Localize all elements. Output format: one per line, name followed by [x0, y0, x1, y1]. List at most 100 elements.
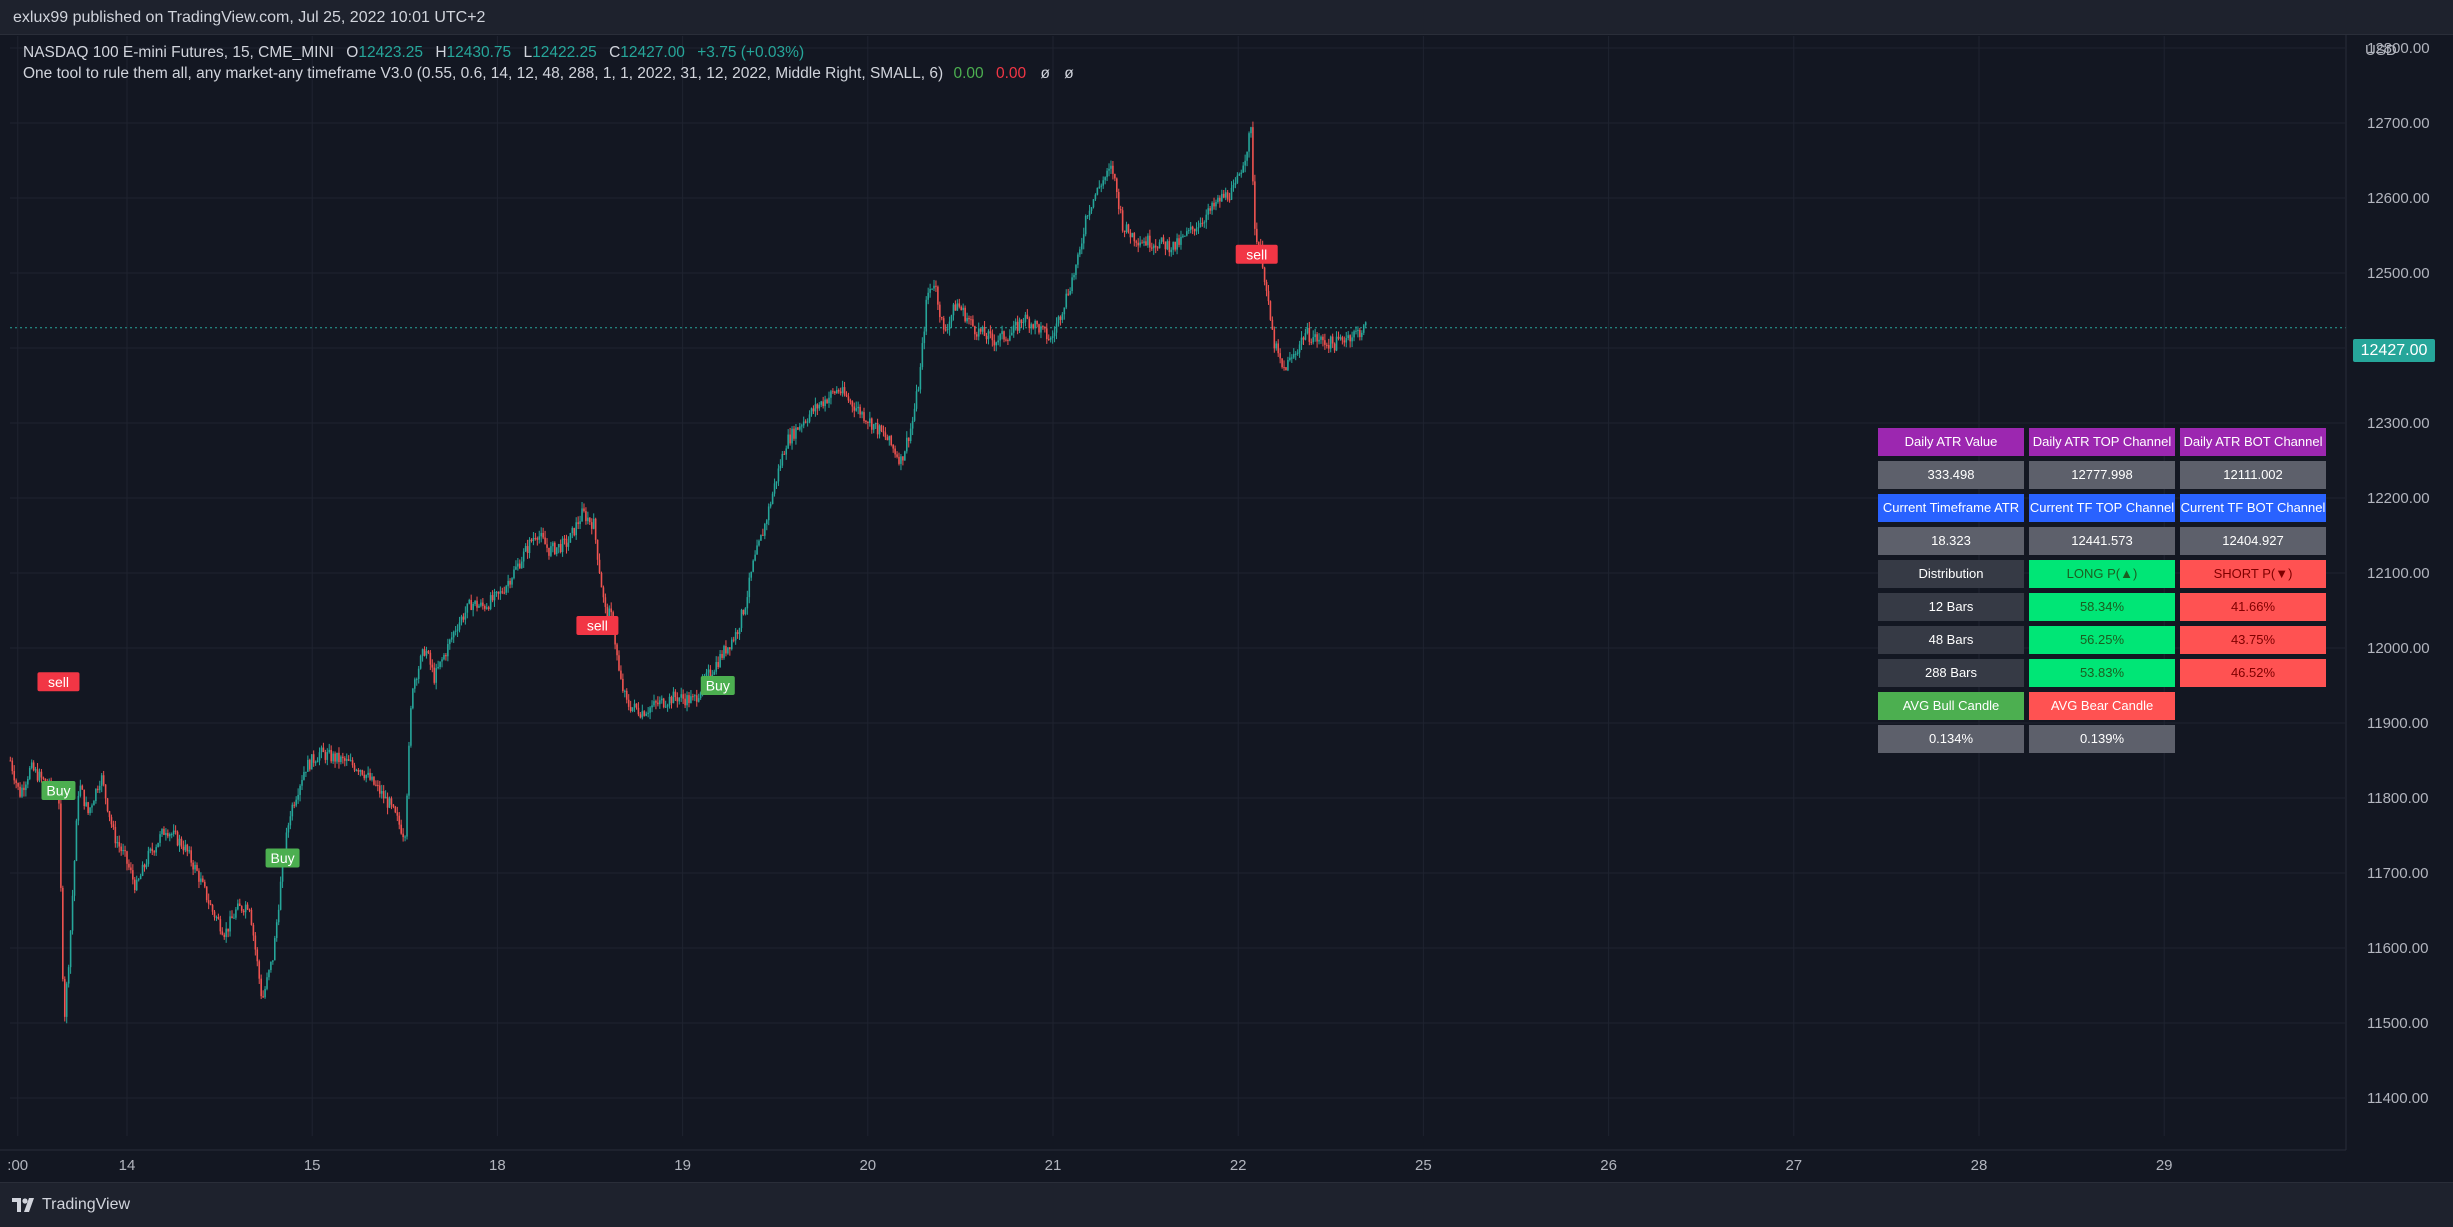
candle-body	[664, 706, 667, 708]
candle-body	[1184, 235, 1186, 237]
candle-body	[69, 930, 72, 968]
candle-body	[520, 561, 523, 569]
candle-body	[1361, 332, 1363, 338]
time-tick-label: 14	[119, 1157, 136, 1174]
time-tick-label: 21	[1045, 1157, 1062, 1174]
candle-body	[200, 878, 202, 882]
candle-body	[484, 605, 486, 609]
table-cell: Current Timeframe ATR	[1878, 494, 2024, 522]
candle-body	[565, 538, 568, 547]
candle-body	[964, 307, 966, 322]
candle-body	[676, 697, 679, 702]
candle-body	[293, 804, 296, 806]
symbol-title[interactable]: NASDAQ 100 E-mini Futures, 15, CME_MINI	[23, 44, 334, 61]
candle-body	[182, 846, 185, 851]
candle-body	[678, 697, 681, 702]
candle-body	[1086, 215, 1089, 217]
table-cell: AVG Bear Candle	[2029, 692, 2175, 720]
candle-body	[777, 468, 780, 482]
tradingview-logo-icon[interactable]	[12, 1196, 38, 1214]
candle-body	[598, 559, 601, 573]
candle-body	[326, 752, 329, 760]
price-axis[interactable]: 12800.0012700.0012600.0012500.0012400.00…	[2345, 34, 2430, 1150]
candle-body	[1129, 232, 1132, 238]
candle-body	[746, 597, 749, 609]
candle-body	[1020, 319, 1023, 323]
candle-body	[485, 607, 488, 609]
candle-body	[645, 713, 648, 716]
candle-body	[147, 850, 150, 865]
candle-body	[657, 702, 659, 705]
footer-brand[interactable]: TradingView	[42, 1196, 131, 1213]
candle-body	[1098, 186, 1101, 188]
candle-body	[421, 649, 424, 657]
candle-body	[799, 426, 801, 430]
candle-body	[561, 538, 564, 553]
candle-body	[742, 609, 745, 615]
table-cell: 56.25%	[2029, 626, 2175, 654]
footer-bar: TradingView	[0, 1182, 2453, 1227]
candle-body	[1230, 187, 1233, 200]
buy-signal-box	[700, 676, 735, 695]
candle-body	[108, 811, 111, 818]
candle-body	[209, 903, 212, 905]
candle-body	[713, 671, 716, 675]
candle-body	[968, 317, 970, 320]
candle-body	[719, 653, 721, 667]
candle-body	[674, 691, 677, 698]
time-tick-label: 27	[1785, 1157, 1802, 1174]
candle-body	[1073, 274, 1075, 278]
table-cell: Daily ATR TOP Channel	[2029, 428, 2175, 456]
candle-body	[602, 587, 605, 598]
price-tick-label: 12600.00	[2367, 190, 2430, 207]
candle-body	[1069, 291, 1071, 295]
candle-body	[1314, 334, 1316, 338]
time-tick-label: 20	[859, 1157, 876, 1174]
candle-body	[851, 401, 854, 407]
candle-body	[544, 537, 546, 545]
candle-body	[594, 518, 597, 540]
sell-signal: sell	[37, 672, 80, 692]
candle-body	[668, 696, 671, 706]
candle-body	[65, 983, 68, 1017]
candle-body	[347, 759, 350, 761]
candle-body	[532, 537, 535, 542]
time-axis[interactable]: :00 14 15 18 19 20 21 22 25 26 27 28 29	[0, 1149, 2346, 1174]
candle-body	[1226, 192, 1229, 200]
candle-body	[361, 770, 364, 775]
candle-body	[487, 607, 490, 610]
candle-body	[1252, 127, 1254, 182]
candle-body	[519, 563, 521, 569]
candle-body	[493, 592, 496, 601]
candle-body	[972, 319, 974, 327]
candle-body	[126, 851, 128, 864]
price-tick-label: 11600.00	[2367, 940, 2428, 957]
candle-body	[1312, 337, 1315, 343]
candle-body	[260, 978, 262, 997]
candle-body	[106, 798, 109, 812]
symbol-legend[interactable]: NASDAQ 100 E-mini Futures, 15, CME_MINI …	[23, 44, 804, 62]
candle-body	[433, 667, 436, 683]
indicator-title[interactable]: One tool to rule them all, any market-an…	[23, 65, 944, 82]
candle-body	[806, 421, 809, 423]
candle-body	[686, 695, 688, 706]
indicator-legend[interactable]: One tool to rule them all, any market-an…	[23, 65, 1074, 83]
candle-body	[1051, 336, 1054, 338]
candle-body	[839, 391, 842, 394]
table-cell: SHORT P(▼)	[2180, 560, 2326, 588]
candle-body	[1244, 160, 1246, 166]
candle-body	[460, 616, 463, 623]
candle-body	[1082, 234, 1085, 244]
candle-body	[415, 679, 418, 681]
candle-body	[841, 387, 844, 394]
candle-body	[810, 408, 813, 415]
candle-body	[1256, 228, 1258, 243]
candle-body	[608, 608, 611, 619]
candle-body	[1310, 341, 1313, 343]
candle-body	[1189, 226, 1192, 231]
candle-body	[1238, 174, 1241, 176]
candle-body	[128, 863, 130, 868]
candle-body	[394, 806, 397, 813]
time-tick-label: 28	[1971, 1157, 1988, 1174]
